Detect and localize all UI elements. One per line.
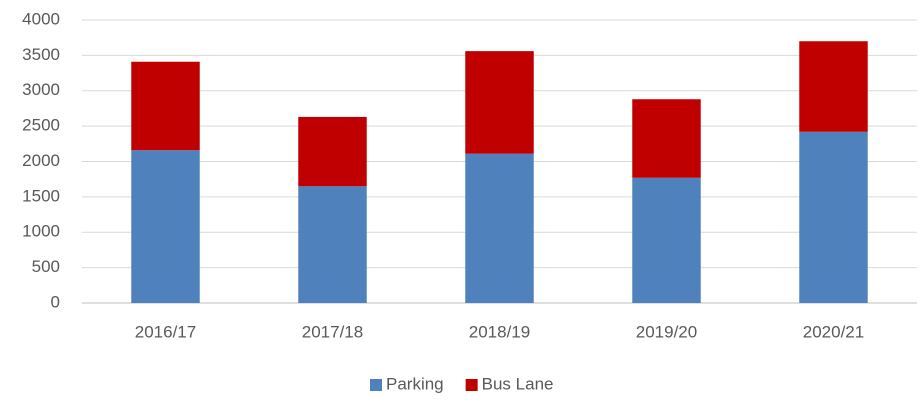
bar-segment xyxy=(632,177,701,303)
y-tick-label: 500 xyxy=(32,257,60,276)
bar-segment xyxy=(799,41,868,132)
x-tick-label: 2019/20 xyxy=(636,322,697,341)
bar-segment xyxy=(298,116,367,187)
legend-label: Bus Lane xyxy=(482,374,554,393)
y-tick-label: 1000 xyxy=(22,222,60,241)
bar-segment xyxy=(632,99,701,178)
x-tick-label: 2018/19 xyxy=(469,322,530,341)
x-tick-label: 2020/21 xyxy=(803,322,864,341)
y-tick-label: 0 xyxy=(51,292,60,311)
y-tick-label: 2500 xyxy=(22,116,60,135)
legend-swatch xyxy=(465,379,478,391)
bar-segment xyxy=(799,131,868,303)
bar-segment xyxy=(465,51,534,154)
legend-swatch xyxy=(370,379,382,391)
y-tick-label: 2000 xyxy=(22,151,60,170)
legend-label: Parking xyxy=(386,374,444,393)
bar-segment xyxy=(131,150,200,303)
y-tick-label: 3000 xyxy=(22,80,60,99)
bar-segment xyxy=(465,153,534,303)
x-tick-label: 2017/18 xyxy=(302,322,363,341)
y-tick-label: 1500 xyxy=(22,186,60,205)
y-tick-label: 3500 xyxy=(22,45,60,64)
bar-segment xyxy=(298,186,367,303)
bar-segment xyxy=(131,61,200,151)
y-tick-label: 4000 xyxy=(22,9,60,28)
x-tick-label: 2016/17 xyxy=(135,322,196,341)
